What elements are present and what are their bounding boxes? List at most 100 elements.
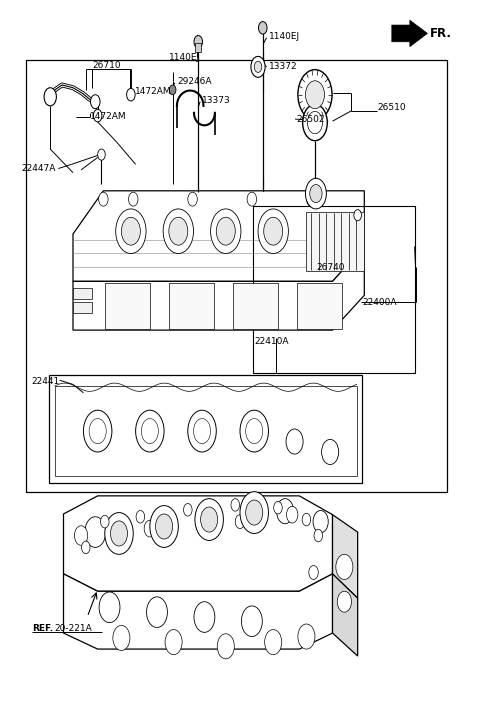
Circle shape: [44, 88, 56, 106]
Circle shape: [337, 591, 351, 612]
Bar: [25, 60, 447, 491]
Polygon shape: [333, 574, 358, 656]
Text: 22441: 22441: [31, 377, 60, 386]
Circle shape: [100, 515, 109, 528]
Circle shape: [94, 110, 102, 122]
Circle shape: [307, 112, 323, 133]
Circle shape: [195, 498, 223, 541]
Polygon shape: [297, 283, 342, 329]
Circle shape: [240, 491, 268, 534]
Circle shape: [193, 418, 211, 444]
Circle shape: [165, 630, 182, 655]
Text: REF.: REF.: [32, 623, 53, 633]
Text: 26510: 26510: [378, 102, 406, 112]
Bar: [195, 43, 201, 51]
Circle shape: [216, 218, 235, 245]
Circle shape: [246, 418, 263, 444]
Circle shape: [188, 410, 216, 452]
Circle shape: [298, 624, 315, 649]
Circle shape: [309, 566, 318, 579]
Circle shape: [217, 634, 234, 659]
Polygon shape: [73, 246, 364, 330]
Circle shape: [302, 513, 311, 526]
Polygon shape: [333, 515, 358, 598]
Circle shape: [113, 625, 130, 651]
Circle shape: [259, 22, 267, 34]
Polygon shape: [233, 283, 278, 329]
Circle shape: [240, 410, 268, 452]
Circle shape: [110, 521, 128, 546]
Circle shape: [246, 500, 263, 525]
Circle shape: [254, 61, 262, 72]
Circle shape: [235, 515, 245, 529]
Circle shape: [247, 192, 257, 206]
Bar: [73, 289, 92, 299]
Circle shape: [74, 526, 88, 545]
Circle shape: [84, 410, 112, 452]
Polygon shape: [63, 496, 333, 591]
Text: 26710: 26710: [92, 61, 120, 70]
Circle shape: [194, 602, 215, 633]
Circle shape: [121, 218, 140, 245]
Text: 22410A: 22410A: [254, 337, 289, 346]
Circle shape: [322, 439, 339, 465]
Circle shape: [231, 498, 240, 511]
Bar: [55, 386, 357, 477]
Circle shape: [156, 514, 173, 539]
Circle shape: [98, 192, 108, 206]
Circle shape: [188, 192, 197, 206]
Circle shape: [89, 418, 106, 444]
Circle shape: [183, 503, 192, 516]
Circle shape: [194, 36, 203, 48]
Circle shape: [82, 541, 90, 554]
Circle shape: [211, 209, 241, 253]
Circle shape: [251, 56, 265, 77]
Circle shape: [298, 69, 332, 120]
Circle shape: [313, 510, 328, 533]
Text: 13372: 13372: [268, 62, 297, 72]
Circle shape: [286, 429, 303, 454]
Circle shape: [287, 506, 298, 523]
Circle shape: [105, 512, 133, 555]
Polygon shape: [306, 212, 364, 271]
Circle shape: [264, 218, 283, 245]
Circle shape: [141, 418, 158, 444]
Circle shape: [201, 507, 218, 532]
Circle shape: [146, 597, 168, 628]
Polygon shape: [169, 283, 214, 329]
Bar: [49, 376, 362, 483]
Text: 20-221A: 20-221A: [54, 623, 92, 633]
Text: 26740: 26740: [316, 263, 345, 272]
Circle shape: [302, 105, 327, 140]
Circle shape: [274, 501, 282, 514]
Text: 1140EJ: 1140EJ: [268, 32, 300, 41]
Circle shape: [169, 85, 176, 95]
Circle shape: [91, 95, 100, 109]
Polygon shape: [105, 283, 150, 329]
Text: 1472AM: 1472AM: [135, 88, 171, 96]
Circle shape: [306, 192, 316, 206]
Bar: [253, 206, 415, 373]
Circle shape: [310, 185, 322, 203]
Circle shape: [169, 218, 188, 245]
Polygon shape: [63, 574, 333, 649]
Circle shape: [99, 592, 120, 623]
Polygon shape: [392, 20, 427, 46]
Circle shape: [354, 210, 361, 220]
Text: 26502: 26502: [296, 114, 324, 124]
Text: 29246A: 29246A: [178, 77, 212, 86]
Circle shape: [129, 192, 138, 206]
Text: 1140EJ: 1140EJ: [169, 53, 200, 62]
Circle shape: [336, 555, 353, 579]
Circle shape: [150, 505, 179, 548]
Circle shape: [136, 510, 144, 523]
Circle shape: [163, 209, 193, 253]
Circle shape: [305, 81, 324, 109]
Circle shape: [276, 498, 294, 524]
Circle shape: [97, 149, 105, 160]
Circle shape: [314, 529, 323, 542]
Bar: [73, 303, 92, 312]
Text: 22400A: 22400A: [362, 298, 397, 307]
Text: 13373: 13373: [202, 95, 231, 105]
Circle shape: [85, 517, 106, 548]
